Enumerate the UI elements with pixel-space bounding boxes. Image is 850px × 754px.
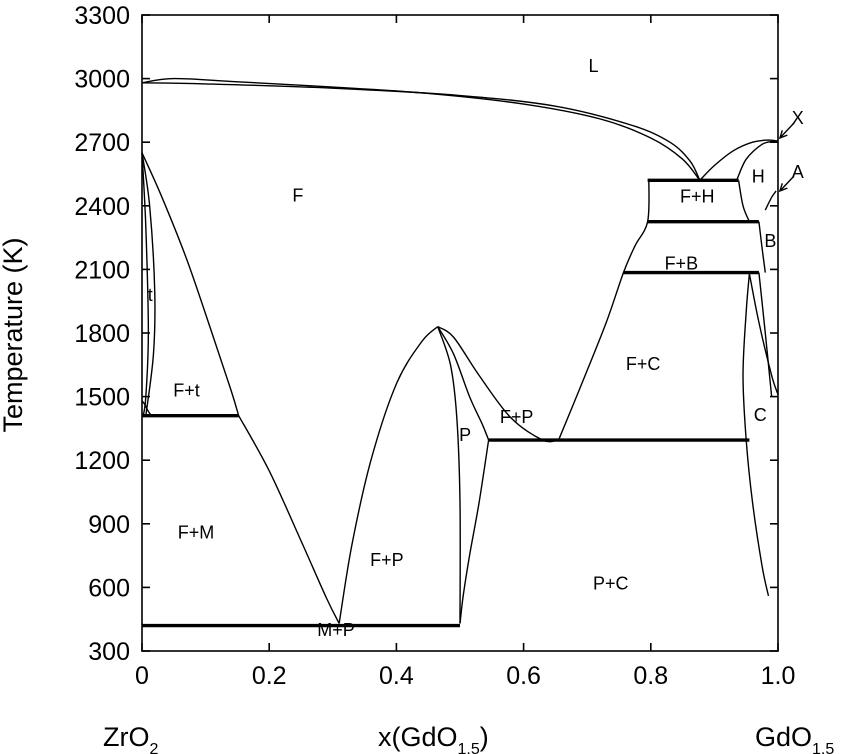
boundary-b-right xyxy=(758,221,766,273)
region-label: L xyxy=(589,56,599,76)
region-labels: L Ft F+t F+M F+P M+P P F+P F+C P+C F+H F+B H B C X A xyxy=(148,56,804,640)
region-label: B xyxy=(764,231,776,251)
boundary-h-b-left xyxy=(737,180,751,222)
x-axis-label-prefix: x(GdO xyxy=(378,722,458,752)
region-label: F+P xyxy=(500,407,534,427)
boundary-solidus-left xyxy=(141,82,701,181)
boundary-f-t-boundary xyxy=(141,152,240,416)
x-tick-label: 0.6 xyxy=(506,662,541,690)
boundary-liquidus-left xyxy=(141,77,701,181)
region-label: F+P xyxy=(370,550,404,570)
region-label: F xyxy=(292,186,303,206)
region-label: t xyxy=(148,285,153,305)
y-tick-label: 1500 xyxy=(74,384,130,412)
arrows xyxy=(778,122,795,193)
x-axis-label-sub: 1.5 xyxy=(458,741,480,754)
region-label: P+C xyxy=(593,574,629,594)
x-tick-label: 0.8 xyxy=(633,662,668,690)
boundary-p-left xyxy=(437,326,461,624)
region-label: C xyxy=(754,405,767,425)
y-tick-label: 3300 xyxy=(74,2,130,30)
region-label: M+P xyxy=(317,620,355,640)
region-label: P xyxy=(459,425,471,445)
right-component-label: GdO1.5 xyxy=(755,722,834,754)
y-tick-label: 2100 xyxy=(74,256,130,284)
region-label: H xyxy=(752,166,765,186)
boundary-t-right xyxy=(141,152,156,416)
invariant-lines xyxy=(142,178,759,628)
y-tick-label: 3000 xyxy=(74,66,130,94)
boundary-c-right xyxy=(758,272,773,397)
boundary-a-x-line xyxy=(764,190,777,211)
boundary-f-p-right xyxy=(437,326,559,443)
x-tick-label: 0.4 xyxy=(379,662,414,690)
boundary-f-p-left xyxy=(338,326,439,624)
left-component-base: ZrO xyxy=(103,722,150,752)
x-tick-label: 1.0 xyxy=(761,662,796,690)
arrow-head xyxy=(778,183,788,193)
arrow-line xyxy=(779,175,795,192)
y-tick-label: 1800 xyxy=(74,320,130,348)
boundary-liquidus-right xyxy=(699,139,779,181)
left-component-label: ZrO2 xyxy=(103,722,159,754)
boundary-p-lower-right xyxy=(459,439,490,624)
x-axis-label-suffix: ) xyxy=(480,722,489,752)
x-tick-label: 0.2 xyxy=(252,662,287,690)
region-label: F+C xyxy=(626,354,661,374)
region-label: X xyxy=(792,108,804,128)
region-label: F+t xyxy=(173,381,200,401)
arrow-line xyxy=(779,122,795,139)
region-label: F+M xyxy=(178,523,215,543)
boundary-f-c-boundary xyxy=(557,180,650,441)
phase-boundaries xyxy=(141,77,779,624)
region-label: A xyxy=(792,162,804,182)
y-tick-label: 1200 xyxy=(74,447,130,475)
y-tick-label: 2700 xyxy=(74,129,130,157)
left-component-sub: 2 xyxy=(150,741,159,754)
right-component-sub: 1.5 xyxy=(812,741,834,754)
arrow-head xyxy=(778,130,788,140)
boundary-b-c-boundary xyxy=(748,273,779,395)
y-tick-label: 300 xyxy=(88,638,130,666)
x-axis-label: x(GdO1.5) xyxy=(378,722,489,754)
axis-ticks: 0 0.2 0.4 0.6 0.8 1.0 300 600 900 1200 1500 1800 210… xyxy=(74,2,795,690)
y-tick-label: 2400 xyxy=(74,193,130,221)
boundary-f-m-boundary xyxy=(238,415,340,624)
boundary-t-left xyxy=(141,152,150,416)
y-axis-label: Temperature (K) xyxy=(0,237,28,432)
region-label: F+B xyxy=(665,253,699,273)
boundary-p-right xyxy=(437,326,490,441)
boundary-h-boundary-top xyxy=(736,140,775,181)
y-tick-label: 900 xyxy=(88,511,130,539)
y-tick-label: 600 xyxy=(88,574,130,602)
x-tick-label: 0 xyxy=(135,662,149,690)
boundary-small-step xyxy=(141,400,153,417)
region-label: F+H xyxy=(680,187,715,207)
right-component-base: GdO xyxy=(755,722,812,752)
